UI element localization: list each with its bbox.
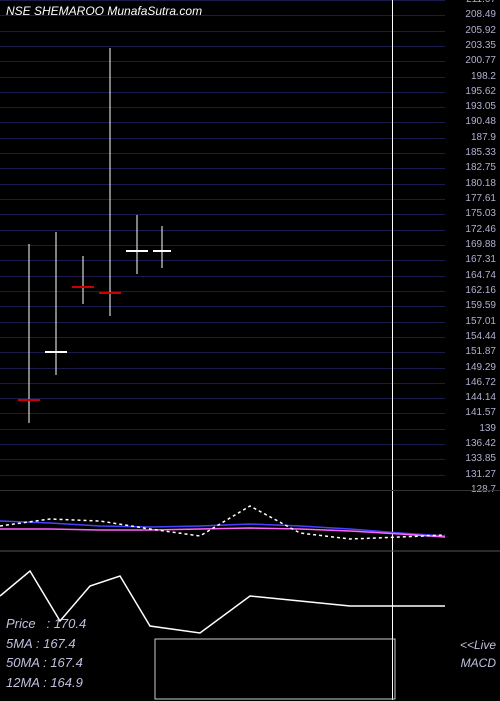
candlestick[interactable]: [126, 215, 148, 274]
price-tick-label: 177.61: [465, 193, 496, 204]
price-tick-label: 167.31: [465, 254, 496, 265]
price-tick-label: 169.88: [465, 239, 496, 250]
ma50-label: 50MA: [6, 655, 39, 670]
price-tick-label: 200.77: [465, 55, 496, 66]
price-tick-label: 208.49: [465, 9, 496, 20]
ma5-row: 5MA : 167.4: [6, 634, 86, 654]
candlestick[interactable]: [18, 244, 40, 422]
ma50-value: 167.4: [50, 655, 83, 670]
ma5-value: 167.4: [43, 636, 76, 651]
price-tick-label: 190.48: [465, 116, 496, 127]
ma12-row: 12MA : 164.9: [6, 673, 86, 693]
price-tick-label: 187.9: [471, 132, 496, 143]
info-box: Price : 170.4 5MA : 167.4 50MA : 167.4 1…: [6, 614, 86, 692]
price-tick-label: 164.74: [465, 270, 496, 281]
candlestick[interactable]: [72, 256, 94, 304]
chart-container: NSE SHEMAROO MunafaSutra.com 211.07 208.4…: [0, 0, 500, 700]
price-tick-label: 180.18: [465, 178, 496, 189]
price-tick-label: 141.57: [465, 407, 496, 418]
price-tick-label: 131.27: [465, 469, 496, 480]
price-tick-label: 162.16: [465, 285, 496, 296]
price-tick-label: 157.01: [465, 316, 496, 327]
price-tick-label: 195.62: [465, 86, 496, 97]
price-tick-label: 185.33: [465, 147, 496, 158]
price-tick-label: 159.59: [465, 300, 496, 311]
price-tick-label: 175.03: [465, 208, 496, 219]
price-tick-label: 211.07: [466, 0, 496, 5]
price-axis: 211.07 208.49 205.92 203.35 200.77 198.2 195.6…: [445, 0, 500, 490]
ma50-row: 50MA : 167.4: [6, 653, 86, 673]
chart-title: NSE SHEMAROO MunafaSutra.com: [6, 4, 202, 18]
price-tick-label: 198.2: [471, 71, 496, 82]
ma12-value: 164.9: [50, 675, 83, 690]
price-tick-label: 149.29: [465, 362, 496, 373]
price-tick-label: 154.44: [465, 331, 496, 342]
price-tick-label: 146.72: [465, 377, 496, 388]
candle-area[interactable]: [0, 0, 445, 490]
price-value: 170.4: [54, 616, 87, 631]
price-tick-label: 151.87: [465, 346, 496, 357]
candlestick[interactable]: [99, 48, 121, 316]
price-tick-label: 205.92: [465, 25, 496, 36]
price-tick-label: 133.85: [465, 453, 496, 464]
ma12-label: 12MA: [6, 675, 39, 690]
live-label: <<Live: [460, 638, 496, 652]
price-tick-label: 136.42: [465, 438, 496, 449]
ma5-label: 5MA: [6, 636, 32, 651]
candlestick[interactable]: [45, 232, 67, 375]
macd-label: MACD: [461, 656, 496, 670]
price-tick-label: 144.14: [465, 392, 496, 403]
price-label: Price: [6, 616, 36, 631]
price-tick-label: 139: [479, 423, 496, 434]
price-tick-label: 172.46: [465, 224, 496, 235]
candlestick[interactable]: [153, 226, 171, 268]
price-tick-label: 193.05: [465, 101, 496, 112]
price-row: Price : 170.4: [6, 614, 86, 634]
price-tick-label: 203.35: [465, 40, 496, 51]
price-tick-label: 182.75: [465, 162, 496, 173]
